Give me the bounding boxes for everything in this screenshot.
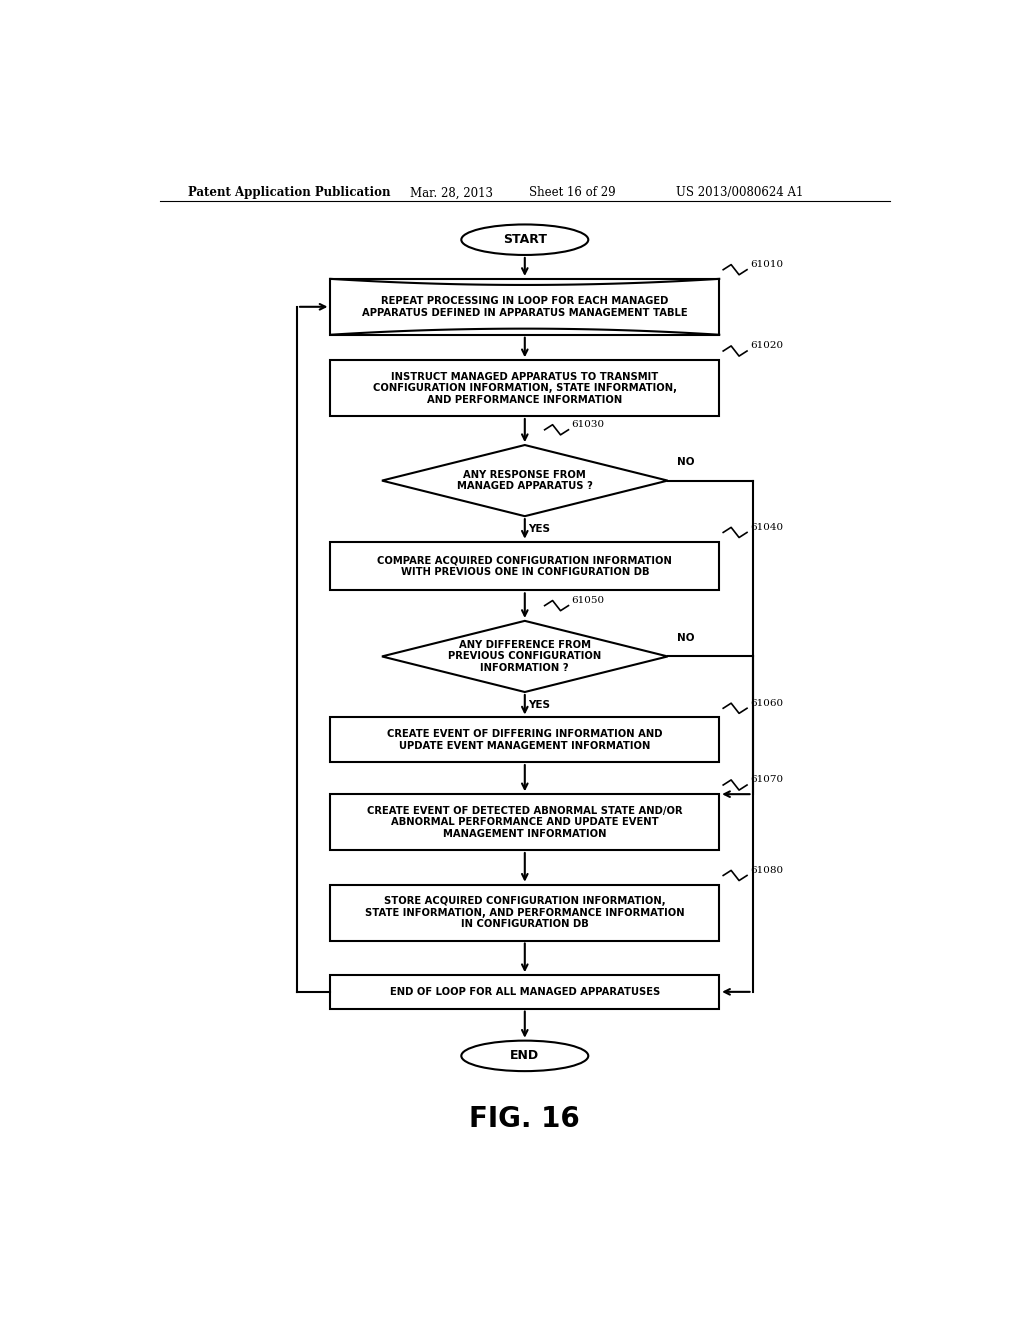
Text: 61030: 61030 — [571, 420, 605, 429]
Text: 61040: 61040 — [751, 523, 783, 532]
Text: FIG. 16: FIG. 16 — [469, 1105, 581, 1133]
Text: 61080: 61080 — [751, 866, 783, 875]
Text: ANY RESPONSE FROM
MANAGED APPARATUS ?: ANY RESPONSE FROM MANAGED APPARATUS ? — [457, 470, 593, 491]
Text: Patent Application Publication: Patent Application Publication — [187, 186, 390, 199]
Text: CREATE EVENT OF DETECTED ABNORMAL STATE AND/OR
ABNORMAL PERFORMANCE AND UPDATE E: CREATE EVENT OF DETECTED ABNORMAL STATE … — [367, 805, 683, 838]
Text: END OF LOOP FOR ALL MANAGED APPARATUSES: END OF LOOP FOR ALL MANAGED APPARATUSES — [390, 987, 659, 997]
Bar — [331, 279, 719, 335]
Text: YES: YES — [528, 700, 550, 710]
Text: END: END — [510, 1049, 540, 1063]
Text: Sheet 16 of 29: Sheet 16 of 29 — [528, 186, 615, 199]
Text: 61060: 61060 — [751, 698, 783, 708]
Text: 61050: 61050 — [571, 597, 605, 605]
Text: STORE ACQUIRED CONFIGURATION INFORMATION,
STATE INFORMATION, AND PERFORMANCE INF: STORE ACQUIRED CONFIGURATION INFORMATION… — [365, 896, 685, 929]
Bar — [331, 884, 719, 941]
Text: 61070: 61070 — [751, 775, 783, 784]
Text: 61010: 61010 — [751, 260, 783, 269]
Text: START: START — [503, 234, 547, 247]
Text: 61020: 61020 — [751, 342, 783, 350]
Bar — [331, 795, 719, 850]
Bar — [331, 541, 719, 590]
Text: INSTRUCT MANAGED APPARATUS TO TRANSMIT
CONFIGURATION INFORMATION, STATE INFORMAT: INSTRUCT MANAGED APPARATUS TO TRANSMIT C… — [373, 371, 677, 405]
Text: ANY DIFFERENCE FROM
PREVIOUS CONFIGURATION
INFORMATION ?: ANY DIFFERENCE FROM PREVIOUS CONFIGURATI… — [449, 640, 601, 673]
Bar — [331, 718, 719, 762]
Bar — [331, 975, 719, 1008]
Text: NO: NO — [677, 458, 694, 467]
Text: Mar. 28, 2013: Mar. 28, 2013 — [410, 186, 493, 199]
Bar — [331, 360, 719, 416]
Text: REPEAT PROCESSING IN LOOP FOR EACH MANAGED
APPARATUS DEFINED IN APPARATUS MANAGE: REPEAT PROCESSING IN LOOP FOR EACH MANAG… — [362, 296, 687, 318]
Text: US 2013/0080624 A1: US 2013/0080624 A1 — [676, 186, 803, 199]
Text: NO: NO — [677, 634, 694, 643]
Text: COMPARE ACQUIRED CONFIGURATION INFORMATION
WITH PREVIOUS ONE IN CONFIGURATION DB: COMPARE ACQUIRED CONFIGURATION INFORMATI… — [378, 556, 672, 577]
Text: YES: YES — [528, 524, 550, 535]
Text: CREATE EVENT OF DIFFERING INFORMATION AND
UPDATE EVENT MANAGEMENT INFORMATION: CREATE EVENT OF DIFFERING INFORMATION AN… — [387, 729, 663, 751]
